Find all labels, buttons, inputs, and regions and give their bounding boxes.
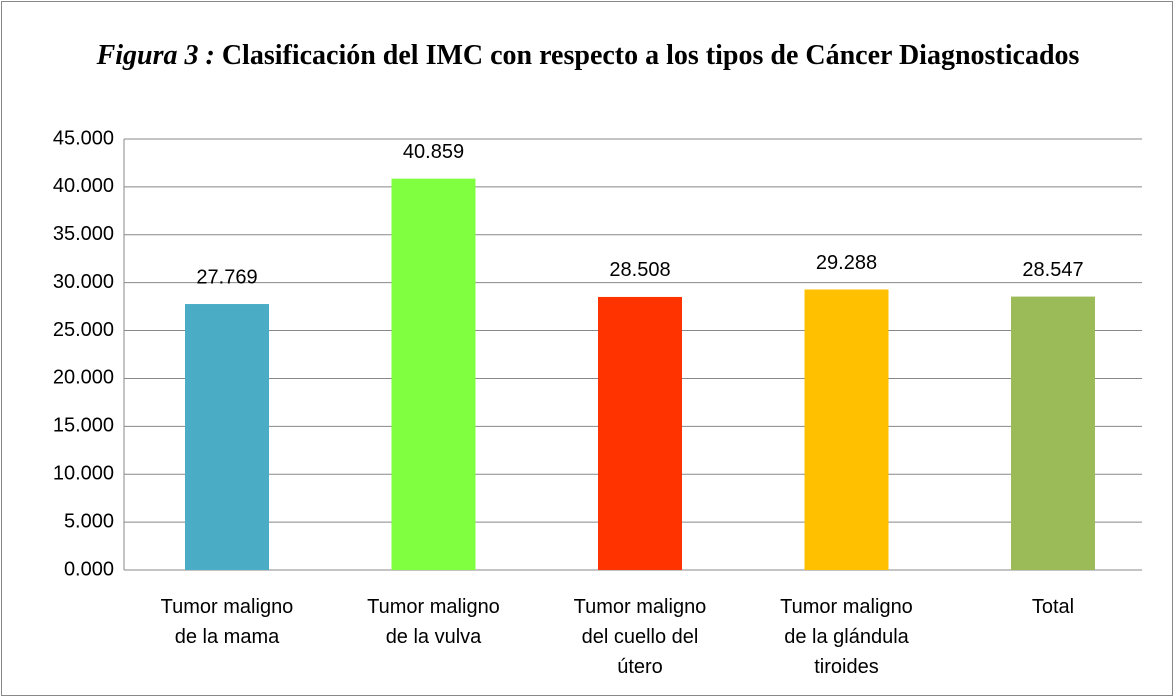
bar [598,296,682,570]
y-tick-label: 15.000 [53,415,114,437]
y-tick-label: 5.000 [64,510,114,532]
y-tick-label: 35.000 [53,223,114,245]
bar [804,289,889,570]
chart-title: Figura 3 : Clasificación del IMC con res… [80,40,1096,71]
y-tick-label: 45.000 [53,127,114,149]
x-tick-label: Tumor maligno de la glándula tiroides [780,596,913,678]
y-tick-label: 25.000 [53,319,114,341]
y-tick-label: 40.000 [53,175,114,197]
x-tick-label: Tumor maligno de la vulva [367,596,500,648]
bar [1011,296,1095,570]
title-text: Clasificación del IMC con respecto a los… [221,40,1080,71]
bar [185,304,269,570]
data-label: 28.547 [1022,259,1083,281]
data-label: 27.769 [196,266,257,288]
data-label: 29.288 [816,252,877,274]
y-tick-label: 10.000 [53,463,114,485]
data-label: 40.859 [403,141,464,163]
title-label: Figura 3 : [96,40,215,71]
x-tick-label: Tumor maligno del cuello del útero [573,596,707,678]
bar [391,178,476,571]
data-label: 28.508 [609,259,670,281]
x-tick-label: Total [1031,596,1075,618]
x-tick-label: Tumor maligno de la mama [160,596,294,648]
y-tick-label: 30.000 [53,271,114,293]
y-tick-label: 0.000 [64,558,114,580]
y-tick-label: 20.000 [53,367,114,389]
